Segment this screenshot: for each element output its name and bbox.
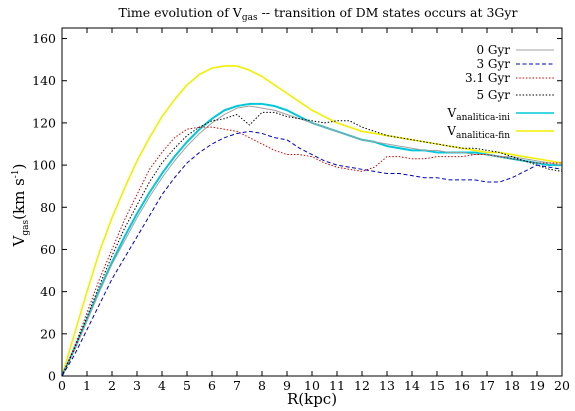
y-axis-label: Vgas(km s-1) [10, 164, 31, 248]
x-tick-label-3: 3 [133, 378, 141, 393]
y-axis-label-sup: -1 [11, 169, 21, 178]
x-tick-label-10: 10 [304, 378, 320, 393]
x-tick-label-8: 8 [258, 378, 266, 393]
y-tick-label-2: 40 [40, 284, 56, 299]
y-tick-label-8: 160 [32, 31, 56, 46]
y-tick-labels: 0 20 40 60 80 100 120 140 160 [32, 31, 56, 383]
x-tick-label-18: 18 [504, 378, 520, 393]
x-tick-label-11: 11 [329, 378, 345, 393]
x-tick-label-9: 9 [283, 378, 291, 393]
y-tick-label-1: 20 [40, 326, 56, 341]
series-line-4 [61, 102, 562, 377]
x-tick-label-4: 4 [158, 378, 166, 393]
y-tick-label-3: 60 [40, 242, 56, 257]
plot-frame [61, 27, 563, 377]
series-line-5 [61, 65, 563, 377]
chart-title-rest: -- transition of DM states occurs at 3Gy… [258, 5, 518, 20]
legend-label-3: 5 Gyr [476, 88, 510, 102]
y-axis-label-rest: (km s [10, 178, 28, 220]
y-tick-label-7: 140 [32, 73, 56, 88]
x-tick-label-0: 0 [58, 378, 66, 393]
x-tick-label-7: 7 [233, 378, 241, 393]
x-tick-label-13: 13 [379, 378, 395, 393]
x-tick-label-17: 17 [479, 378, 495, 393]
x-tick-label-5: 5 [183, 378, 191, 393]
y-tick-label-5: 100 [32, 158, 56, 173]
series-line-2 [61, 126, 562, 377]
legend-label-4: Vanalitica-ini [447, 106, 511, 123]
chart-title: Time evolution of Vgas -- transition of … [119, 5, 518, 23]
legend-label-1: 3 Gyr [476, 57, 510, 71]
chart-title-main: Time evolution of V [119, 5, 243, 20]
series-line-3 [61, 111, 563, 377]
x-tick-labels: 0 1 2 3 4 5 6 7 8 9 10 11 12 13 14 15 16 17 18 19 20 [58, 378, 570, 393]
y-tick-label-4: 80 [40, 200, 56, 215]
legend-label-2: 3.1 Gyr [465, 71, 510, 85]
x-tick-label-16: 16 [454, 378, 470, 393]
legend-label-0: 0 Gyr [476, 43, 510, 57]
series-line-1 [61, 130, 563, 377]
y-axis-label-main: V [10, 234, 28, 247]
y-tick-label-6: 120 [32, 115, 56, 130]
x-tick-label-20: 20 [554, 378, 570, 393]
x-tick-label-6: 6 [208, 378, 216, 393]
y-tick-label-0: 0 [48, 369, 56, 384]
x-tick-label-19: 19 [529, 378, 545, 393]
legend-label-5: Vanalitica-fin [446, 124, 510, 141]
x-tick-label-15: 15 [429, 378, 445, 393]
x-tick-label-1: 1 [83, 378, 91, 393]
x-axis-label: R(kpc) [287, 390, 337, 408]
x-tick-label-14: 14 [404, 378, 420, 393]
chart-title-sub: gas [242, 13, 258, 23]
y-axis-label-end: ) [10, 164, 28, 170]
series-line-0 [61, 105, 563, 377]
axis-ticks [61, 28, 563, 377]
series-layer [61, 65, 563, 377]
x-tick-label-12: 12 [354, 378, 370, 393]
y-axis-label-sub: gas [21, 219, 31, 235]
x-tick-label-2: 2 [108, 378, 116, 393]
